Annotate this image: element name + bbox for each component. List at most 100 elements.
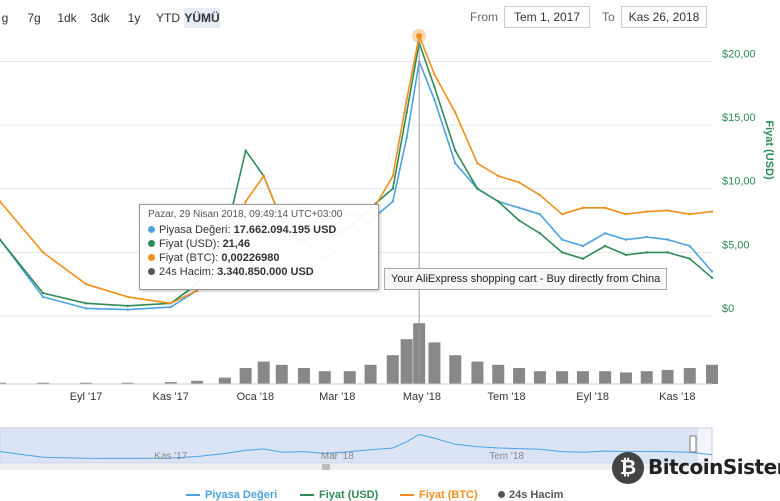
data-point (538, 212, 542, 216)
data-point (645, 235, 648, 239)
volume-bar (364, 364, 377, 384)
data-point (0, 200, 2, 203)
chart-legend: Piyasa Değeri Fiyat (USD) Fiyat (BTC) 24… (0, 488, 780, 501)
volume-bar (706, 364, 718, 384)
volume-bar (533, 371, 546, 384)
zoom-button-ytd[interactable]: YTD (156, 11, 180, 25)
data-point (603, 244, 607, 248)
to-label: To (602, 10, 615, 24)
data-point (169, 302, 172, 305)
legend-item-volume[interactable]: 24s Hacim (498, 489, 563, 501)
data-point (0, 238, 2, 241)
navigator-selection[interactable] (0, 428, 698, 463)
market-cap-dot-icon (148, 226, 155, 233)
data-point (666, 209, 669, 212)
x-tick-label: Eyl '18 (576, 391, 609, 403)
data-point (645, 251, 648, 254)
volume-bar (471, 361, 484, 384)
data-point (497, 174, 500, 178)
hover-marker (416, 33, 423, 39)
x-tick-label: Kas '17 (153, 391, 189, 403)
data-point (603, 206, 607, 210)
data-point (405, 98, 408, 101)
legend-label: Piyasa Değeri (205, 489, 278, 501)
tooltip-row-volume: 24s Hacim: 3.340.850.000 USD (148, 265, 370, 279)
tooltip-value: 0,00226980 (221, 252, 280, 264)
y-axis-title: Fiyat (USD) (763, 120, 775, 180)
from-date-input[interactable]: Tem 1, 2017 (504, 6, 590, 28)
legend-item-price-btc[interactable]: Fiyat (BTC) (400, 489, 478, 501)
y-tick-label: $20,00 (722, 48, 756, 60)
zoom-button-all[interactable]: YÜMÜ (184, 8, 220, 28)
data-point (169, 305, 172, 309)
volume-bar (275, 364, 288, 384)
zoom-button-1g[interactable]: g (1, 11, 9, 25)
data-point (84, 307, 88, 310)
data-point (84, 302, 88, 305)
scrollbar-grip[interactable] (322, 464, 330, 470)
data-point (710, 276, 714, 280)
zoom-button-3dk[interactable]: 3dk (90, 11, 110, 25)
tooltip-row-price-usd: Fiyat (USD): 21,46 (148, 237, 370, 251)
data-point (433, 85, 436, 89)
volume-bar (257, 361, 270, 384)
legend-line-icon (400, 494, 414, 497)
zoom-button-7g[interactable]: 7g (27, 11, 41, 25)
x-tick-label: Oca '18 (237, 391, 275, 403)
volume-bar (191, 380, 204, 384)
x-tick-label: Eyl '17 (70, 391, 103, 403)
data-point (710, 210, 714, 213)
data-point (666, 238, 669, 241)
navigator-tick-label: Tem '18 (489, 451, 524, 462)
volume-bar (164, 382, 177, 384)
data-point (433, 98, 436, 101)
legend-item-market-cap[interactable]: Piyasa Değeri (186, 489, 277, 501)
volume-bar (449, 355, 462, 384)
volume-bar (683, 368, 696, 384)
data-point (624, 253, 628, 257)
legend-line-icon (186, 494, 200, 497)
data-point (391, 187, 394, 190)
x-tick-label: Mar '18 (319, 391, 355, 403)
zoom-button-1dk[interactable]: 1dk (57, 11, 77, 25)
data-point (454, 111, 457, 114)
data-point (538, 232, 542, 235)
data-point (391, 174, 394, 178)
data-point (126, 304, 129, 308)
logo-text: BitcoinSistemi (648, 455, 780, 479)
data-point (433, 72, 436, 76)
data-point (126, 308, 129, 311)
data-point (391, 200, 394, 203)
legend-line-icon (300, 494, 314, 497)
data-point (666, 251, 669, 254)
y-tick-label: $15,00 (722, 112, 756, 124)
navigator-handle[interactable] (689, 435, 697, 453)
volume-bar (37, 382, 50, 384)
zoom-button-1y[interactable]: 1y (127, 11, 141, 25)
volume-bar (428, 342, 441, 384)
navigator-tick-label: Mar '18 (321, 451, 354, 462)
navigator-scrollbar[interactable] (0, 464, 712, 470)
x-tick-label: Tem '18 (487, 391, 525, 403)
data-point (84, 282, 88, 286)
y-tick-label: $5,00 (722, 239, 750, 251)
toolbar: g 7g 1dk 3dk 1y YTD YÜMÜ From Tem 1, 201… (0, 0, 780, 36)
bitcoin-logo-icon: ₿ (612, 452, 644, 484)
from-label: From (470, 10, 498, 24)
to-date-input[interactable]: Kas 26, 2018 (621, 6, 707, 28)
navigator-series (0, 433, 713, 459)
data-point (688, 244, 691, 248)
tooltip-label: 24s Hacim: (159, 266, 215, 278)
data-tooltip: Pazar, 29 Nisan 2018, 09:49:14 UTC+03:00… (139, 204, 379, 290)
data-point (244, 200, 247, 203)
data-point (476, 162, 479, 165)
legend-item-price-usd[interactable]: Fiyat (USD) (300, 489, 378, 501)
data-point (581, 257, 585, 260)
tooltip-value: 21,46 (222, 238, 251, 250)
tooltip-label: Fiyat (USD): (159, 238, 220, 250)
volume-bar (297, 368, 310, 384)
data-point (688, 212, 691, 216)
volume-bar (318, 371, 331, 384)
data-point (126, 295, 129, 299)
